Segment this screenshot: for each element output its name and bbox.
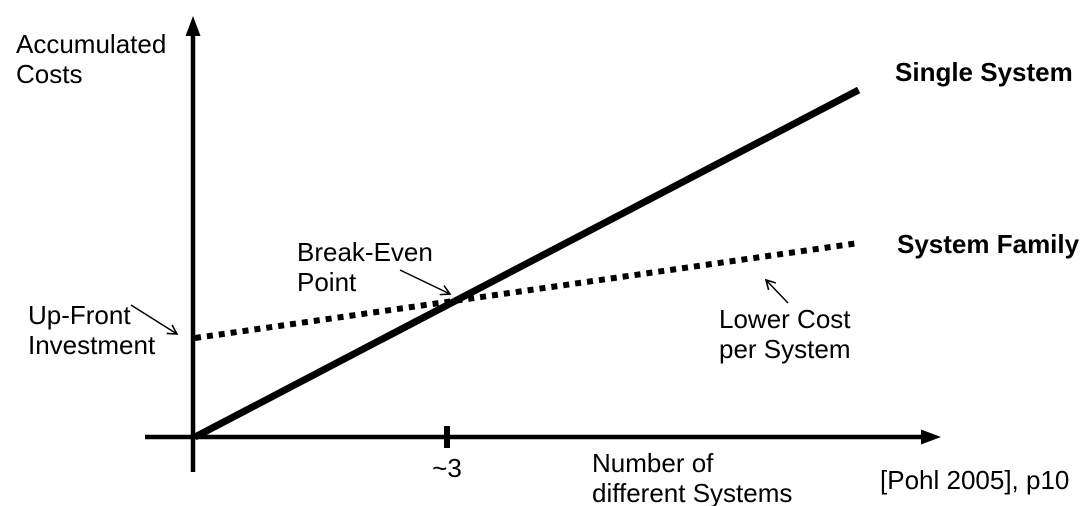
lower-cost-arrow [764, 278, 789, 304]
y-axis-label: Accumulated Costs [16, 29, 167, 89]
break-even-annotation-label: Break-Even Point [297, 237, 433, 297]
x-tick-label: ~3 [432, 453, 462, 483]
x-axis-label: Number of different Systems [592, 448, 793, 506]
up-front-investment-arrow [130, 304, 179, 335]
up-front-investment-annotation-label: Up-Front Investment [28, 300, 156, 360]
series-line-system-family [194, 240, 860, 341]
series-line-single-system [193, 86, 861, 441]
x-axis-arrowhead [921, 429, 941, 445]
break-even-arrow [399, 269, 452, 296]
lower-cost-annotation-label: Lower Cost per System [719, 304, 851, 364]
system-family-series-label: System Family [897, 229, 1080, 259]
single-system-series-label: Single System [895, 57, 1073, 87]
citation-text: [Pohl 2005], p10 [880, 465, 1070, 495]
y-axis-arrowhead [185, 16, 201, 36]
series-layer [193, 86, 861, 441]
